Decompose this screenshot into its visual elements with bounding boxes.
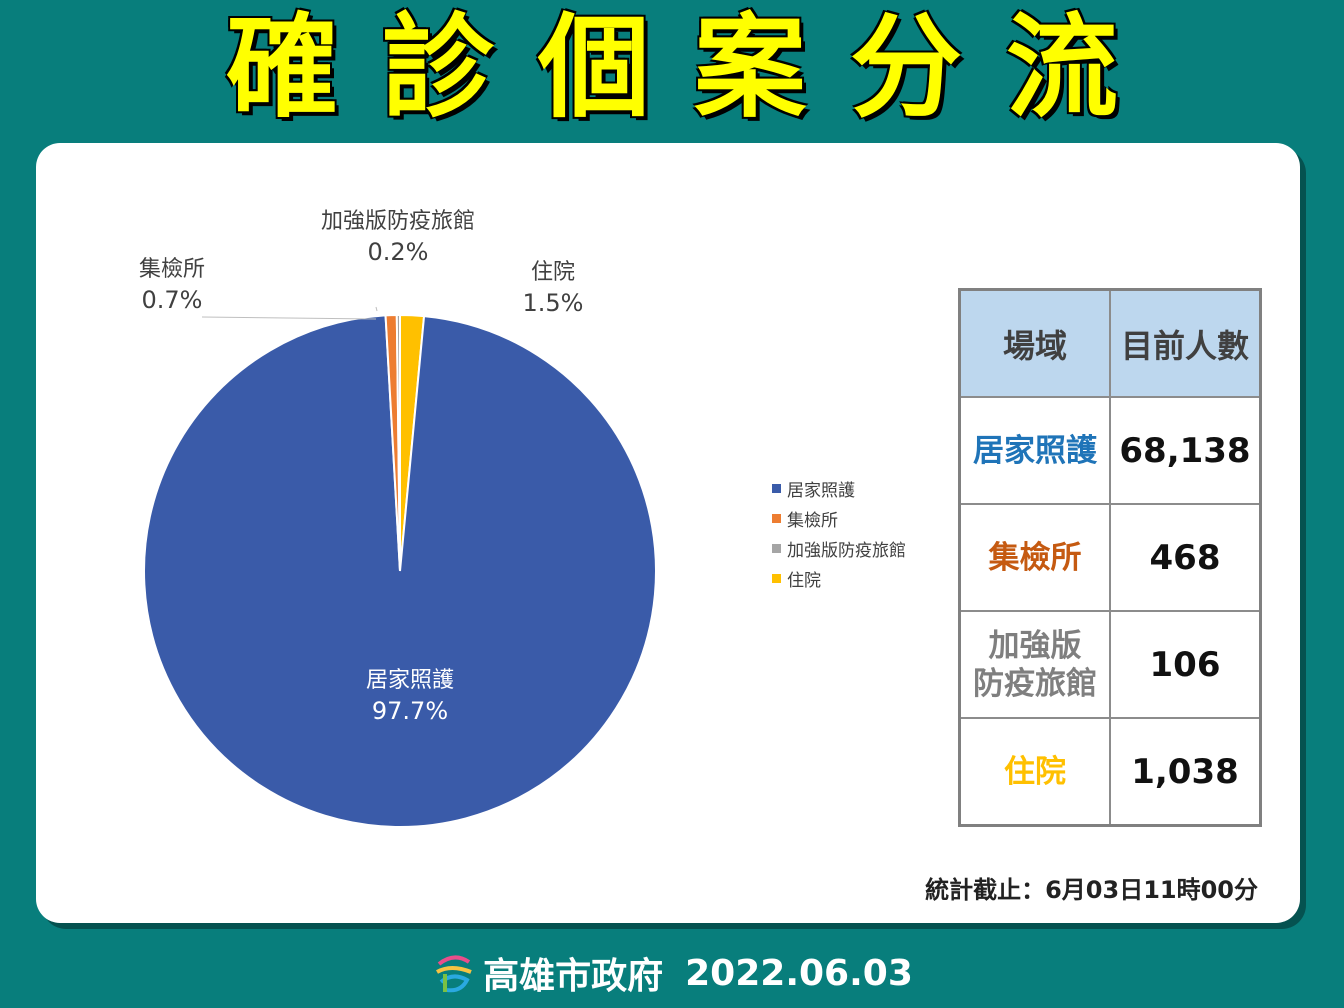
slice-value-label: 0.7% (141, 286, 203, 314)
footer-date: 2022.06.03 (685, 952, 913, 994)
slice-value-label: 97.7% (371, 697, 449, 725)
footer-org: 高雄市政府 (483, 956, 664, 997)
page-title: 確診個案分流 (226, 3, 1162, 133)
slice-category-label: 加強版防疫旅館 (320, 209, 475, 234)
legend-swatch (772, 513, 781, 523)
legend-item: 居家照護 (772, 473, 906, 503)
slice-value-label: 0.2% (367, 238, 429, 266)
venue-count: 68,138 (1109, 396, 1262, 505)
table-row: 集檢所 468 (958, 503, 1262, 612)
leader-line-0 (201, 316, 377, 320)
chart-legend: 居家照護 集檢所 加強版防疫旅館 住院 (772, 473, 906, 593)
legend-label: 居家照護 (787, 480, 855, 501)
venue-name: 集檢所 (958, 503, 1111, 612)
slice-label-hospital: 住院 1.5% (506, 258, 600, 318)
venue-name: 加強版 防疫旅館 (958, 610, 1111, 719)
slice-label-home-care: 居家照護 97.7% (336, 666, 484, 726)
slice-category-label: 居家照護 (365, 668, 454, 693)
leader-line-1 (375, 306, 378, 312)
slice-category-label: 住院 (530, 260, 575, 285)
cutoff-note: 統計截止：6月03日11時00分 (925, 876, 1258, 904)
legend-item: 加強版防疫旅館 (772, 533, 906, 563)
legend-swatch (772, 573, 781, 583)
venue-name: 住院 (958, 717, 1111, 827)
kaohsiung-logo-icon (436, 955, 472, 993)
slice-label-quarantine-hotel: 加強版防疫旅館 0.2% (298, 207, 498, 267)
table-row: 加強版 防疫旅館 106 (958, 610, 1262, 719)
venue-count: 468 (1109, 503, 1262, 612)
header-count: 目前人數 (1109, 288, 1262, 398)
table-header-row: 場域 目前人數 (958, 288, 1262, 398)
venue-name: 居家照護 (958, 396, 1111, 505)
header-venue: 場域 (958, 288, 1111, 398)
legend-item: 住院 (772, 563, 906, 593)
venue-count: 1,038 (1109, 717, 1262, 827)
legend-swatch (772, 483, 781, 493)
footer: 高雄市政府 2022.06.03 (0, 945, 1344, 1001)
pie-slice-2 (395, 313, 401, 572)
legend-item: 集檢所 (772, 503, 906, 533)
slice-category-label: 集檢所 (138, 257, 205, 282)
legend-label: 加強版防疫旅館 (787, 540, 906, 561)
legend-swatch (772, 543, 781, 553)
slice-value-label: 1.5% (522, 289, 584, 317)
stats-table: 場域 目前人數 居家照護 68,138 集檢所 468 加強版 防疫旅館 106 … (958, 288, 1262, 827)
chart-panel: 居家照護 97.7% 集檢所 0.7% 加強版防疫旅館 0.2% 住院 1.5%… (36, 143, 1300, 923)
table-row: 住院 1,038 (958, 717, 1262, 827)
pie-slice-0 (143, 314, 657, 828)
legend-label: 集檢所 (787, 510, 838, 531)
legend-label: 住院 (787, 570, 821, 591)
slice-label-quarantine-center: 集檢所 0.7% (116, 255, 228, 315)
table-row: 居家照護 68,138 (958, 396, 1262, 505)
venue-count: 106 (1109, 610, 1262, 719)
pie-chart (143, 306, 657, 828)
